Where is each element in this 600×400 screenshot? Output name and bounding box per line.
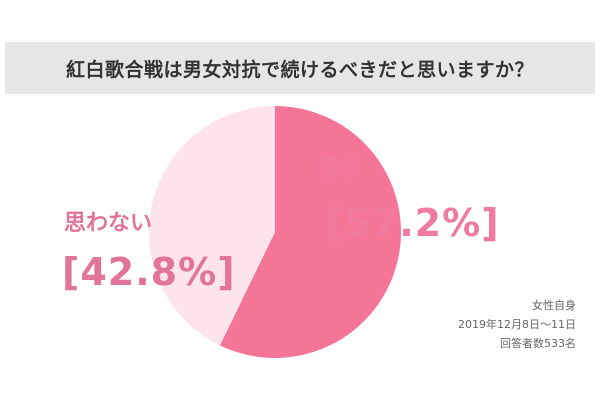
slice-label-yes: 思う [318,157,362,182]
slice-value-no: [42.8%] [62,250,236,294]
pie-slice-yes [219,106,401,358]
pie-slice-no [148,106,275,346]
slice-value-yes: [57.2%] [326,201,500,245]
source-publisher: 女性自身 [532,299,576,312]
pie-slices [148,106,401,358]
chart-title: 紅白歌合戦は男女対抗で続けるべきだと思いますか？ [65,58,534,81]
source-period: 2019年12月8日〜11日 [458,318,576,331]
source-note: 女性自身 2019年12月8日〜11日 回答者数533名 [458,296,576,353]
slice-label-no: 思わない [64,211,152,236]
title-band: 紅白歌合戦は男女対抗で続けるべきだと思いますか？ [5,42,595,94]
source-respondents: 回答者数533名 [500,337,576,350]
pie-labels: 思う [57.2%] 思わない [42.8%] [62,157,500,294]
